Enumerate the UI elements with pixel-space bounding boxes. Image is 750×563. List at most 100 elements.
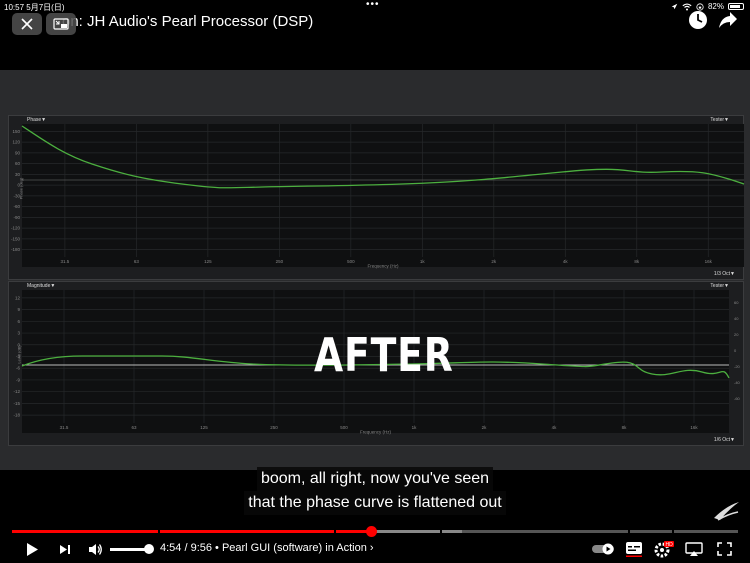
progress-thumb[interactable]	[365, 526, 377, 537]
next-icon	[60, 544, 70, 554]
progress-bar[interactable]	[12, 526, 738, 537]
x-tick-label: 31.5	[61, 259, 70, 264]
y-tick-label: 60	[15, 161, 21, 166]
chapter-marker	[672, 530, 674, 533]
close-button[interactable]	[12, 13, 42, 35]
x-tick-label: 63	[131, 425, 137, 430]
fullscreen-button[interactable]	[714, 538, 734, 560]
watch-later-button[interactable]	[686, 8, 710, 32]
magnitude-panel-title: Magnitude▼	[27, 283, 56, 289]
settings-button[interactable]: HD	[652, 538, 676, 560]
phase-tester-menu: Tester▼	[710, 117, 729, 123]
next-button[interactable]	[56, 538, 74, 560]
x-tick-label: 8k	[622, 425, 628, 430]
chapter-marker	[334, 530, 336, 533]
x-tick-label: 2k	[491, 259, 497, 264]
y-tick-label: 3	[17, 331, 20, 336]
location-icon	[671, 3, 678, 10]
right-tick-label: -20	[734, 364, 740, 369]
timecode-chapter[interactable]: 4:54 / 9:56 • Pearl GUI (software) in Ac…	[160, 542, 374, 554]
y-tick-label: -3	[16, 354, 20, 359]
y-tick-label: 12	[15, 295, 21, 300]
battery-percent: 82%	[707, 2, 724, 11]
x-tick-label: 125	[204, 259, 212, 264]
progress-played	[12, 530, 371, 533]
captions-button[interactable]	[624, 538, 644, 560]
play-icon	[26, 542, 38, 556]
y-tick-label: -150	[11, 236, 21, 241]
airplay-icon	[685, 541, 703, 556]
x-tick-label: 16k	[690, 425, 698, 430]
y-tick-label: 9	[17, 307, 20, 312]
magnitude-curve	[21, 355, 730, 379]
y-tick-label: 90	[15, 150, 21, 155]
battery-level	[730, 5, 740, 8]
chapter-marker	[158, 530, 160, 533]
x-tick-label: 4k	[552, 425, 558, 430]
play-button[interactable]	[22, 538, 42, 560]
y-tick-label: -9	[16, 377, 20, 382]
phase-octave-menu: 1/3 Oct▼	[713, 271, 735, 277]
x-tick-label: 4k	[563, 259, 569, 264]
fullscreen-icon	[716, 542, 732, 556]
y-tick-label: 120	[12, 140, 20, 145]
magnitude-right-axis: 60 40 20 0 -20 -40 -60	[731, 290, 743, 433]
minimize-icon	[53, 18, 69, 30]
autoplay-toggle[interactable]	[590, 538, 616, 560]
caption-line-2: that the phase curve is flattened out	[244, 491, 506, 515]
right-tick-label: 60	[734, 300, 739, 305]
status-bar: 10:57 5月7日(日) ••• 82%	[0, 0, 750, 14]
right-tick-label: -40	[734, 380, 740, 385]
share-button[interactable]	[716, 8, 740, 32]
minimize-button[interactable]	[46, 13, 76, 35]
magnitude-plot: 12 9 6 3 0 -3 -6 -9 -12 -15 -18 31.5 63 125 250 500 1k 2k…	[13, 290, 730, 435]
y-tick-label: -18	[13, 413, 20, 418]
y-tick-label: -12	[13, 389, 20, 394]
y-tick-label: -30	[13, 193, 20, 198]
x-tick-label: 2k	[482, 425, 488, 430]
volume-slider-track[interactable]	[110, 548, 148, 551]
x-tick-label: 500	[347, 259, 355, 264]
volume-icon	[88, 543, 102, 555]
close-icon	[21, 18, 33, 30]
right-tick-label: 0	[734, 348, 737, 353]
y-tick-label: -15	[13, 401, 20, 406]
y-tick-label: -180	[11, 247, 21, 252]
wifi-icon	[682, 3, 692, 10]
phase-plot: 150 120 90 60 30 0 -30 -60 -90 -120 -150 -180 31.5 63…	[11, 124, 745, 269]
y-tick-label: 150	[12, 129, 20, 134]
chapter-marker	[440, 530, 442, 533]
y-tick-label: -120	[11, 226, 21, 231]
x-tick-label: 31.5	[60, 425, 69, 430]
mute-button[interactable]	[86, 538, 104, 560]
chapter-marker	[628, 530, 630, 533]
x-tick-label: 250	[276, 259, 284, 264]
magnitude-y-label: Level (dB)	[16, 345, 22, 364]
x-tick-label: 250	[270, 425, 278, 430]
airplay-button[interactable]	[684, 538, 704, 560]
x-tick-label: 125	[200, 425, 208, 430]
clock-icon	[689, 11, 707, 29]
y-tick-label: -6	[16, 366, 20, 371]
captions-icon	[626, 542, 642, 557]
multitask-dots[interactable]: •••	[366, 0, 380, 10]
y-tick-label: -90	[13, 215, 20, 220]
brand-logo	[714, 502, 739, 521]
share-icon	[719, 12, 737, 28]
x-tick-label: 1k	[412, 425, 418, 430]
x-tick-label: 8k	[634, 259, 640, 264]
svg-text:HD: HD	[666, 542, 674, 548]
phase-y-label: Phase (deg)	[18, 177, 24, 200]
autoplay-toggle-icon	[592, 543, 614, 555]
volume-slider-knob[interactable]	[144, 544, 154, 554]
magnitude-x-label: Frequency (Hz)	[360, 430, 392, 435]
battery-icon	[728, 3, 744, 10]
video-frame[interactable]: Phase▼ Tester▼ 150 120 90 60 30 0 -30 -60 -90 -12…	[0, 70, 750, 470]
phase-chart: 150 120 90 60 30 0 -30 -60 -90 -120 -150 -180 31.5 63…	[11, 124, 745, 269]
phase-curve	[21, 125, 745, 189]
phase-x-label: Frequency (Hz)	[367, 264, 399, 269]
phase-panel: Phase▼ Tester▼ 150 120 90 60 30 0 -30 -60 -90 -12…	[8, 115, 745, 280]
timecode-full: 4:54 / 9:56 • Pearl GUI (software) in Ac…	[160, 542, 374, 554]
right-tick-label: -60	[734, 396, 740, 401]
